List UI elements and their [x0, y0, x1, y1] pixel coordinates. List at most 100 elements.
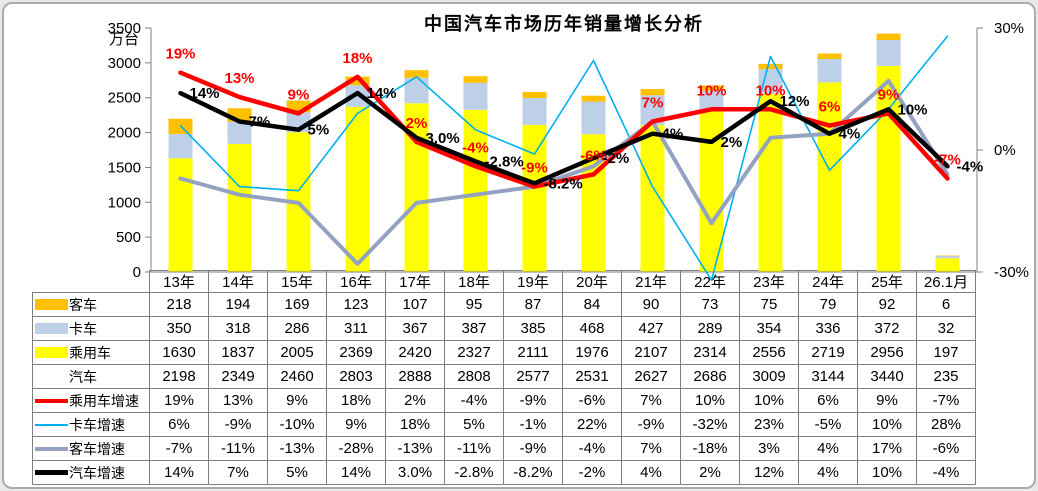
left-axis-tick-label: 2000 — [108, 125, 141, 142]
growth-line-汽车增速 — [178, 90, 950, 186]
table-cell: 311 — [326, 316, 386, 341]
data-label-乘用车增速: -7% — [934, 151, 961, 168]
table-cell: 9% — [326, 412, 386, 437]
table-cell: -9% — [208, 412, 268, 437]
combo-chart-plot: 350030002500200015001000500030%0%-30%19%… — [108, 20, 1029, 281]
bar-segment-卡车 — [876, 39, 901, 66]
table-cell: 10% — [857, 412, 917, 437]
legend-label: 乘用车 — [69, 344, 111, 361]
bar-segment-卡车 — [463, 82, 488, 110]
table-cell: 22% — [562, 412, 622, 437]
table-cell: 2005 — [267, 340, 327, 365]
table-cell: 2556 — [739, 340, 799, 365]
right-axis-tick-label: -30% — [994, 264, 1029, 281]
table-cell: 6 — [916, 292, 976, 317]
table-cell: -9% — [503, 436, 563, 461]
data-label-乘用车增速: 10% — [755, 82, 785, 99]
year-header-cell: 18年 — [444, 270, 504, 293]
legend-label: 卡车 — [69, 320, 97, 337]
legend-swatch-empty — [35, 371, 68, 382]
data-label-乘用车增速: -6% — [580, 147, 607, 164]
data-label-汽车增速: 2% — [721, 134, 743, 151]
bar-segment-客车 — [581, 95, 606, 102]
data-label-汽车增速: 7% — [249, 114, 271, 131]
bar-segment-乘用车 — [817, 82, 842, 272]
table-cell: 4% — [621, 460, 681, 485]
data-label-汽车增速: 3.0% — [426, 130, 460, 147]
table-cell: 5% — [444, 412, 504, 437]
legend-cell: 客车增速 — [32, 436, 150, 461]
table-row-卡车增速: 卡车增速 6% -9% -10% 9% 18% 5% -1% 22% -9% -32% 23% -5% 1… — [32, 412, 976, 437]
table-cell: 3144 — [798, 364, 858, 389]
table-cell: 169 — [267, 292, 327, 317]
table-cell: 7% — [621, 388, 681, 413]
table-cell: 2627 — [621, 364, 681, 389]
bar-segment-客车 — [227, 108, 252, 122]
table-cell: -5% — [798, 412, 858, 437]
table-cell: 7% — [208, 460, 268, 485]
table-cell: 28% — [916, 412, 976, 437]
table-cell: -7% — [916, 388, 976, 413]
table-cell: 32 — [916, 316, 976, 341]
table-cell: -18% — [680, 436, 740, 461]
data-label-乘用车增速: 6% — [819, 99, 841, 116]
bar-segment-卡车 — [227, 121, 252, 144]
bar-segment-乘用车 — [876, 65, 901, 272]
table-cell: 2420 — [385, 340, 445, 365]
legend-cell: 汽车增速 — [32, 460, 150, 485]
data-label-汽车增速: -8.2% — [544, 175, 583, 192]
table-cell: 235 — [916, 364, 976, 389]
bar-segment-乘用车 — [522, 124, 547, 272]
year-header-cell: 24年 — [798, 270, 858, 293]
table-cell: 95 — [444, 292, 504, 317]
legend-label: 卡车增速 — [69, 416, 125, 433]
table-cell: 2107 — [621, 340, 681, 365]
bar-segment-卡车 — [935, 256, 960, 259]
growth-line-卡车增速 — [179, 35, 949, 281]
legend-cell: 乘用车增速 — [32, 388, 150, 413]
table-cell: 1976 — [562, 340, 622, 365]
table-cell: -6% — [562, 388, 622, 413]
table-cell: -4% — [916, 460, 976, 485]
data-label-汽车增速: -2.8% — [485, 153, 524, 170]
legend-swatch-icon — [35, 423, 68, 426]
table-cell: -11% — [208, 436, 268, 461]
data-label-乘用车增速: 9% — [878, 86, 900, 103]
table-row-乘用车增速: 乘用车增速 19% 13% 9% 18% 2% -4% -9% -6% 7% 10% 10% 6% 9% -… — [32, 388, 976, 413]
table-cell: 4% — [798, 436, 858, 461]
table-cell: 286 — [267, 316, 327, 341]
table-cell: 2577 — [503, 364, 563, 389]
bar-segment-卡车 — [404, 77, 429, 104]
table-cell: 87 — [503, 292, 563, 317]
table-cell: -8.2% — [503, 460, 563, 485]
table-row-卡车: 卡车 350 318 286 311 367 387 385 468 427 289 354 336 37… — [32, 316, 976, 341]
legend-swatch-icon — [35, 470, 68, 475]
legend-swatch-icon — [35, 446, 68, 451]
table-cell: 90 — [621, 292, 681, 317]
legend-cell: 汽车 — [32, 364, 150, 389]
legend-swatch-icon — [35, 299, 68, 310]
data-label-乘用车增速: -4% — [462, 139, 489, 156]
right-axis-tick-label: 0% — [994, 142, 1016, 159]
table-cell: 372 — [857, 316, 917, 341]
legend-label: 客车增速 — [69, 440, 125, 457]
bar-segment-卡车 — [640, 95, 665, 126]
year-header-cell: 19年 — [503, 270, 563, 293]
table-cell: 73 — [680, 292, 740, 317]
table-row-汽车: 汽车 2198 2349 2460 2803 2888 2808 2577 2531 2627 26… — [32, 364, 976, 389]
bar-segment-客车 — [758, 63, 783, 70]
table-cell: 2808 — [444, 364, 504, 389]
table-cell: 12% — [739, 460, 799, 485]
data-label-汽车增速: 4% — [662, 126, 684, 143]
table-cell: 6% — [149, 412, 209, 437]
table-cell: 2198 — [149, 364, 209, 389]
table-cell: 13% — [208, 388, 268, 413]
table-cell: 6% — [798, 388, 858, 413]
bar-segment-客车 — [522, 91, 547, 98]
left-axis-tick-label: 1500 — [108, 159, 141, 176]
table-cell: -9% — [621, 412, 681, 437]
table-cell: 92 — [857, 292, 917, 317]
growth-line-乘用车增速 — [178, 70, 950, 189]
table-cell: 7% — [621, 436, 681, 461]
table-cell: 5% — [267, 460, 327, 485]
